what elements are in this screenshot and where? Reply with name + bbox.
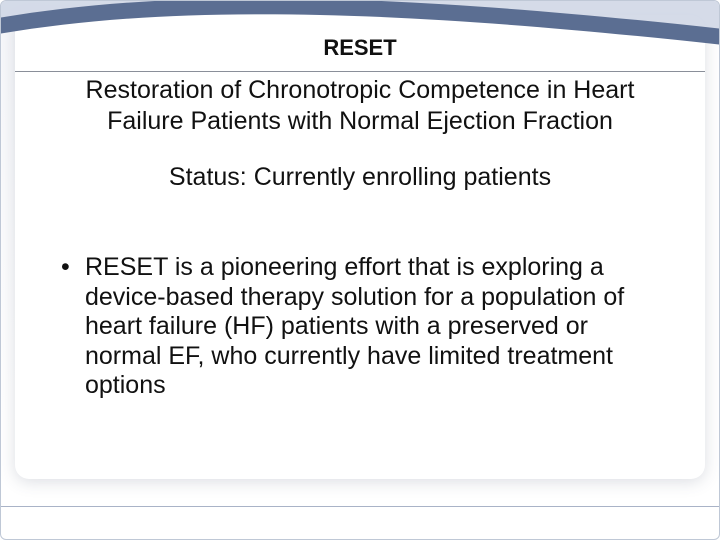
slide-frame: RESET Restoration of Chronotropic Compet… [0, 0, 720, 540]
slide-title: RESET [15, 35, 705, 61]
slide-status: Status: Currently enrolling patients [47, 163, 673, 192]
bullet-list: • RESET is a pioneering effort that is e… [61, 253, 649, 413]
footer-divider [1, 506, 719, 507]
slide-subtitle: Restoration of Chronotropic Competence i… [47, 75, 673, 136]
bullet-item: • RESET is a pioneering effort that is e… [61, 253, 649, 401]
bullet-text: RESET is a pioneering effort that is exp… [85, 253, 649, 401]
title-divider [15, 71, 705, 72]
slide-card: RESET Restoration of Chronotropic Compet… [15, 15, 705, 479]
bullet-marker: • [61, 253, 85, 282]
